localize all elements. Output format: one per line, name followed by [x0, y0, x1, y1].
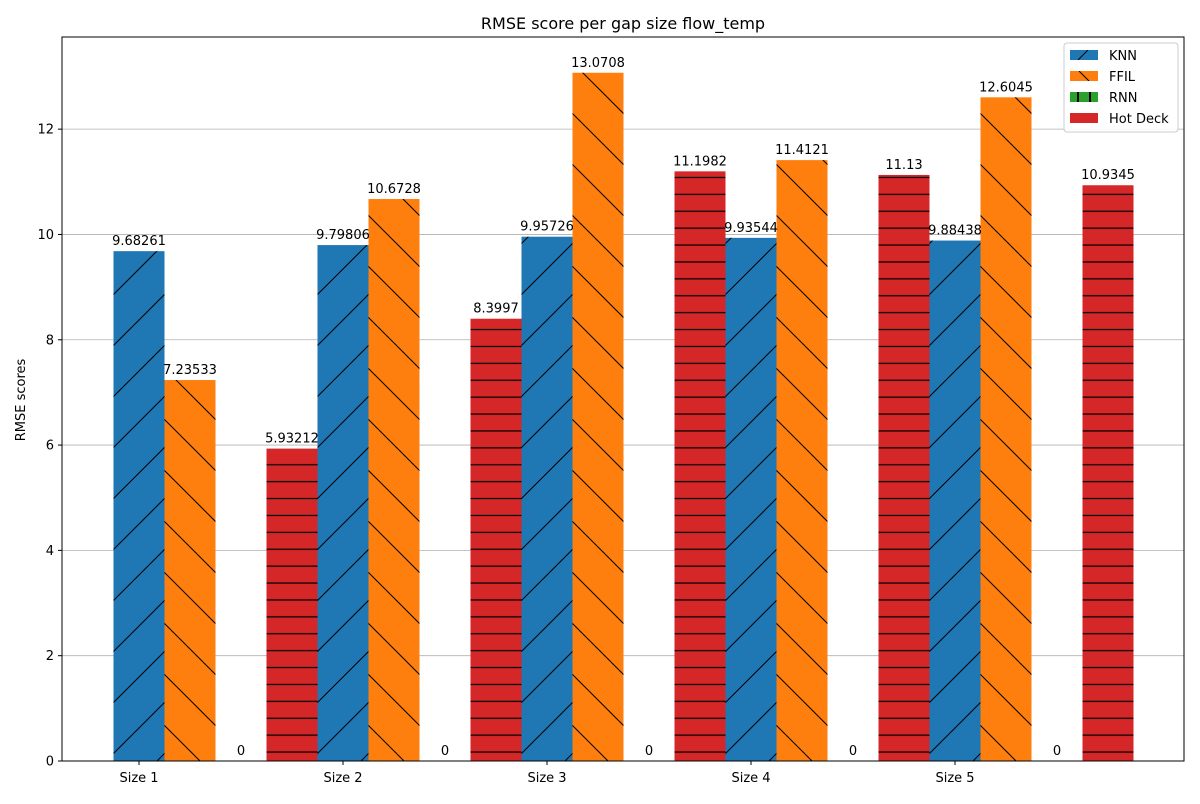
bars [113, 72, 1134, 762]
bar-knn-2 [317, 245, 369, 762]
legend-label: FFIL [1109, 70, 1136, 85]
bar-hatch [164, 380, 216, 761]
bar-hatch [929, 240, 981, 761]
x-tick-label: Size 2 [323, 771, 362, 786]
x-tick-label: Size 3 [527, 771, 566, 786]
data-label-hot-deck-5: 10.9345 [1081, 168, 1135, 183]
legend-item-rnn: RNN [1070, 91, 1137, 106]
bar-hatch [113, 251, 165, 761]
data-label-rnn-1: 0 [237, 744, 245, 759]
y-axis-ticks: 0 2 4 6 8 10 12 [37, 123, 62, 770]
y-tick-label: 12 [37, 123, 54, 138]
legend-item-knn: KNN [1070, 49, 1137, 64]
bar-hatch [572, 72, 624, 762]
data-label-rnn-2: 0 [441, 744, 449, 759]
bar-hot-deck-1 [266, 448, 318, 761]
bar-hatch [368, 199, 420, 761]
legend-swatch-hatch [1070, 92, 1098, 102]
data-label-knn-5: 9.88438 [928, 224, 982, 239]
data-label-ffil-2: 10.6728 [367, 182, 421, 197]
data-label-knn-3: 9.95726 [520, 220, 574, 235]
data-label-knn-2: 9.79806 [316, 228, 370, 243]
y-tick-label: 8 [46, 333, 54, 348]
bar-hatch [1082, 185, 1134, 761]
bar-hatch [878, 174, 930, 762]
bar-ffil-5 [980, 97, 1032, 761]
y-tick-label: 6 [46, 439, 54, 454]
bar-ffil-2 [368, 199, 420, 761]
y-tick-label: 10 [37, 228, 54, 243]
bar-hot-deck-5 [1082, 185, 1134, 761]
legend-swatch [1070, 113, 1098, 123]
legend-item-hot-deck: Hot Deck [1070, 112, 1169, 127]
bar-ffil-1 [164, 380, 216, 761]
bar-hatch [776, 160, 828, 761]
bar-knn-4 [725, 237, 777, 761]
data-label-ffil-1: 7.23533 [163, 363, 217, 378]
bar-hatch [266, 448, 318, 761]
data-label-hot-deck-1: 5.93212 [265, 432, 319, 447]
bar-hatch [980, 97, 1032, 761]
data-label-knn-1: 9.68261 [112, 234, 166, 249]
x-tick-label: Size 5 [935, 771, 974, 786]
bar-hot-deck-2 [470, 318, 522, 761]
legend-item-ffil: FFIL [1070, 70, 1136, 85]
bar-knn-1 [113, 251, 165, 761]
data-label-hot-deck-3: 11.1982 [673, 154, 727, 169]
y-axis-label: RMSE scores [14, 359, 29, 442]
data-labels: 9.68261 9.79806 9.95726 9.93544 9.88438 7.235… [112, 56, 1135, 759]
legend-frame [1063, 42, 1179, 133]
legend-label: Hot Deck [1109, 112, 1169, 127]
bar-hatch [521, 236, 573, 761]
data-label-hot-deck-2: 8.3997 [473, 302, 519, 317]
bar-ffil-4 [776, 160, 828, 761]
data-label-rnn-5: 0 [1053, 744, 1061, 759]
data-label-hot-deck-4: 11.13 [885, 158, 922, 173]
legend: KNN FFIL RNN Hot Deck [1063, 42, 1179, 133]
bar-hot-deck-3 [674, 171, 726, 761]
chart-title: RMSE score per gap size flow_temp [481, 14, 765, 34]
x-tick-label: Size 1 [119, 771, 158, 786]
data-label-knn-4: 9.93544 [724, 221, 778, 236]
data-label-rnn-3: 0 [645, 744, 653, 759]
bar-hatch [725, 237, 777, 761]
legend-label: RNN [1109, 91, 1137, 106]
data-label-ffil-4: 11.4121 [775, 143, 829, 158]
bar-ffil-3 [572, 72, 624, 762]
bar-knn-5 [929, 240, 981, 761]
x-axis-ticks: Size 1 Size 2 Size 3 Size 4 Size 5 [119, 761, 975, 786]
bar-hatch [674, 171, 726, 761]
y-tick-label: 0 [46, 755, 54, 770]
bar-hot-deck-4 [878, 174, 930, 762]
data-label-ffil-3: 13.0708 [571, 56, 625, 71]
plot-frame [61, 36, 1185, 762]
data-label-rnn-4: 0 [849, 744, 857, 759]
y-tick-label: 2 [46, 649, 54, 664]
legend-swatch-hatch [1070, 71, 1098, 81]
x-tick-label: Size 4 [731, 771, 770, 786]
y-tick-label: 4 [46, 544, 54, 559]
bar-knn-3 [521, 236, 573, 761]
legend-label: KNN [1109, 49, 1137, 64]
legend-swatch-hatch [1070, 50, 1098, 60]
bar-hatch [317, 245, 369, 762]
data-label-ffil-5: 12.6045 [979, 80, 1033, 95]
bar-hatch [470, 318, 522, 761]
